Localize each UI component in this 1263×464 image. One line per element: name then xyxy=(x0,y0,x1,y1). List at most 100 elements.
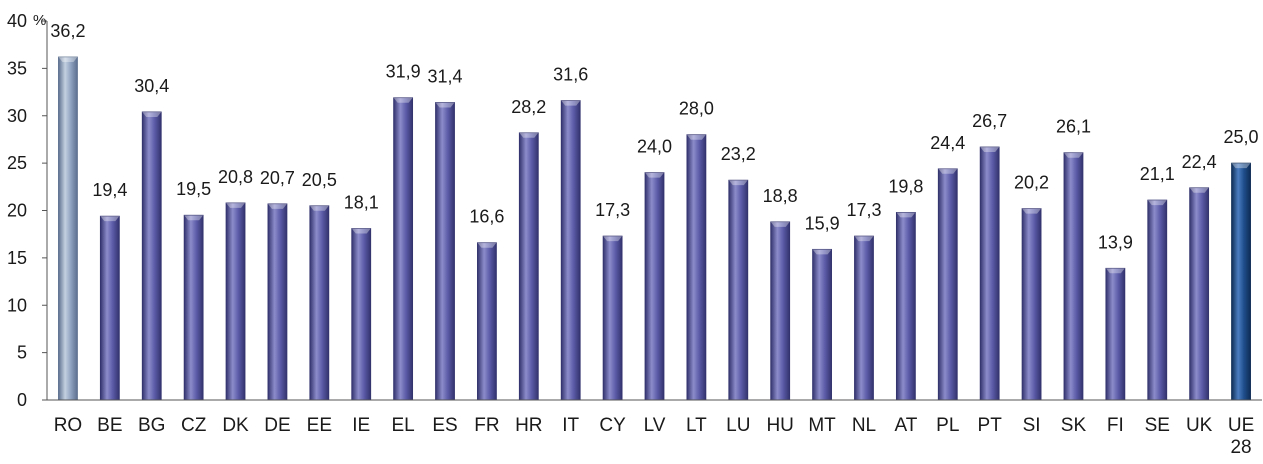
bar-cap xyxy=(477,242,497,248)
data-label: 20,7 xyxy=(260,168,295,188)
bar-pl xyxy=(937,168,958,401)
bar-cap xyxy=(267,203,287,209)
x-tick-label: EE xyxy=(307,415,332,436)
bar-lu xyxy=(728,179,749,401)
bar-cap xyxy=(896,212,916,218)
bar-ro xyxy=(58,56,78,401)
x-tick-label: LU xyxy=(726,415,750,436)
bar-fr xyxy=(477,242,497,401)
x-tick-label: MT xyxy=(808,415,836,436)
x-tick-label: EL xyxy=(391,415,414,436)
x-tick-label: HU xyxy=(766,415,793,436)
data-label: 28,2 xyxy=(511,97,546,117)
x-tick-label: UK xyxy=(1186,415,1213,436)
x-tick-label: DK xyxy=(222,415,249,436)
x-tick-label: BG xyxy=(138,415,165,436)
bar-lt xyxy=(686,134,707,401)
bar-sk xyxy=(1063,152,1084,401)
data-label: 17,3 xyxy=(595,200,630,220)
x-tick-label: PL xyxy=(936,415,959,436)
x-tick-label: FI xyxy=(1107,415,1124,436)
x-tick-label: IE xyxy=(352,415,370,436)
data-label: 15,9 xyxy=(805,213,840,233)
bar-uk xyxy=(1189,187,1210,401)
bar-cap xyxy=(1231,163,1251,169)
bar-cap xyxy=(435,102,455,108)
bar-ie xyxy=(351,228,372,401)
y-tick-label: 40 xyxy=(7,11,27,31)
bar-ue-28 xyxy=(1231,162,1251,401)
data-label: 18,1 xyxy=(344,193,379,213)
bar-mt xyxy=(812,248,832,401)
bar-cap xyxy=(142,111,162,117)
x-tick-label: CZ xyxy=(181,415,207,436)
data-label: 31,6 xyxy=(553,65,588,85)
data-label: 16,6 xyxy=(469,207,504,227)
x-tick-label: SK xyxy=(1061,415,1087,436)
bar-it xyxy=(560,100,581,401)
bar-cap xyxy=(226,202,246,208)
data-label: 20,8 xyxy=(218,167,253,187)
bar-be xyxy=(99,215,120,401)
bar-cap xyxy=(393,97,413,103)
x-tick-label: DE xyxy=(264,415,290,436)
bar-cap xyxy=(1189,187,1209,193)
bar-at xyxy=(895,211,916,401)
bar-cap xyxy=(561,100,581,106)
bar-cap xyxy=(854,236,874,242)
x-tick-label: ES xyxy=(432,415,457,436)
y-tick-label: 30 xyxy=(7,106,27,126)
data-label: 23,2 xyxy=(721,144,756,164)
y-tick-label: 5 xyxy=(17,343,27,363)
x-tick-label: SI xyxy=(1023,415,1041,436)
bar-cap xyxy=(519,132,539,138)
bar-cz xyxy=(183,214,204,401)
bar-cap xyxy=(100,216,120,222)
x-tick-label: LV xyxy=(644,415,666,436)
x-tick-label: NL xyxy=(852,415,876,436)
bar-cy xyxy=(602,235,623,401)
data-label: 31,9 xyxy=(386,62,421,82)
bar-cap xyxy=(645,172,664,178)
bar-cap xyxy=(1063,152,1083,158)
bar-se xyxy=(1147,199,1168,401)
x-tick-label: LT xyxy=(686,415,707,436)
bar-hu xyxy=(770,221,791,401)
bar-de xyxy=(267,203,288,401)
bar-cap xyxy=(1147,200,1167,206)
y-tick-label: 20 xyxy=(7,201,27,221)
x-tick-label: AT xyxy=(894,415,917,436)
data-label: 24,4 xyxy=(930,133,965,153)
data-label: 19,4 xyxy=(92,180,127,200)
bar-hr xyxy=(518,132,539,401)
y-tick-label: 0 xyxy=(17,390,27,410)
bar-cap xyxy=(603,236,623,242)
bar-el xyxy=(393,97,414,401)
y-tick-label: 15 xyxy=(7,248,27,268)
bar-cap xyxy=(351,228,371,234)
bar-cap xyxy=(770,221,790,227)
bar-cap xyxy=(812,249,832,255)
data-label: 25,0 xyxy=(1224,127,1259,147)
bar-cap xyxy=(938,168,958,174)
data-label: 20,2 xyxy=(1014,173,1049,193)
x-tick-label: FR xyxy=(474,415,499,436)
data-label: 18,8 xyxy=(763,186,798,206)
data-label: 20,5 xyxy=(302,170,337,190)
data-label: 26,1 xyxy=(1056,117,1091,137)
bar-cap xyxy=(309,205,329,211)
bar-cap xyxy=(1022,208,1042,214)
data-label: 17,3 xyxy=(846,200,881,220)
y-tick-label: 10 xyxy=(7,295,27,315)
bar-bg xyxy=(141,111,162,401)
x-tick-label: UE 28 xyxy=(1228,415,1254,458)
data-label: 21,1 xyxy=(1140,164,1175,184)
bar-cap xyxy=(1105,268,1125,274)
x-tick-label: SE xyxy=(1145,415,1170,436)
bar-nl xyxy=(854,235,874,401)
data-label: 24,0 xyxy=(637,137,672,157)
x-tick-label: CY xyxy=(599,415,626,436)
x-tick-label: IT xyxy=(562,415,579,436)
